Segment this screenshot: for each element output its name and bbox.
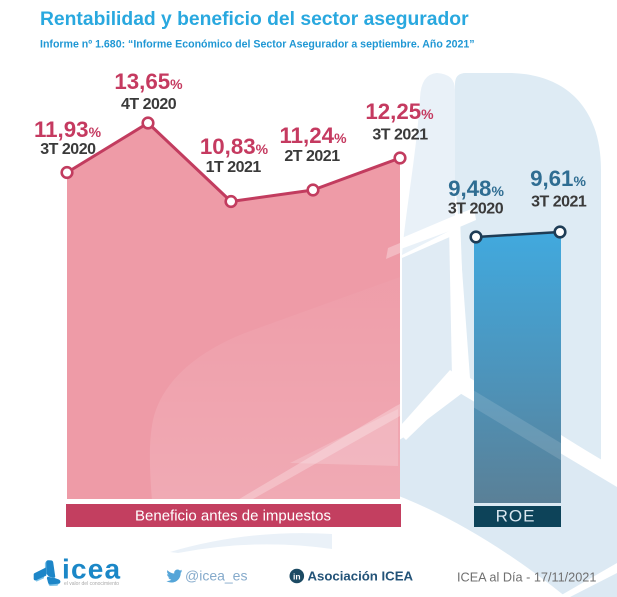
svg-text:el valor del conocimiento: el valor del conocimiento: [64, 581, 119, 587]
svg-text:Beneficio antes de impuestos: Beneficio antes de impuestos: [135, 508, 331, 525]
svg-text:2T 2021: 2T 2021: [284, 148, 340, 165]
svg-text:4T 2020: 4T 2020: [121, 96, 177, 113]
svg-text:ROE: ROE: [496, 507, 536, 526]
svg-text:3T 2021: 3T 2021: [531, 194, 587, 211]
svg-text:ICEA al Día - 17/11/2021: ICEA al Día - 17/11/2021: [457, 571, 596, 585]
svg-text:3T 2021: 3T 2021: [372, 127, 428, 144]
svg-text:11,24%: 11,24%: [279, 123, 347, 148]
svg-text:icea: icea: [62, 554, 121, 585]
svg-text:Informe nº 1.680: “Informe Eco: Informe nº 1.680: “Informe Económico del…: [40, 39, 475, 51]
svg-text:@icea_es: @icea_es: [185, 568, 247, 584]
svg-text:13,65%: 13,65%: [114, 69, 183, 94]
svg-text:3T 2020: 3T 2020: [448, 201, 504, 218]
svg-text:1T 2021: 1T 2021: [206, 159, 262, 176]
svg-text:Asociación ICEA: Asociación ICEA: [308, 569, 414, 584]
svg-text:Rentabilidad y beneficio del s: Rentabilidad y beneficio del sector aseg…: [40, 9, 469, 30]
svg-text:3T 2020: 3T 2020: [40, 141, 96, 158]
svg-text:10,83%: 10,83%: [200, 134, 269, 159]
svg-text:in: in: [293, 571, 301, 581]
svg-text:11,93%: 11,93%: [34, 117, 102, 142]
